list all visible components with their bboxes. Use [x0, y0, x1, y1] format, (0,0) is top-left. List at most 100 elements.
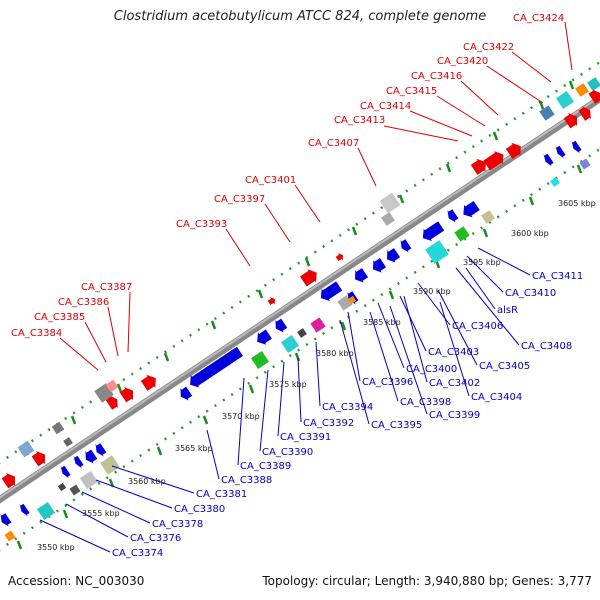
gene-label[interactable]: CA_C3385: [34, 312, 85, 323]
gene-label[interactable]: CA_C3396: [362, 377, 413, 388]
gene-arrow: [373, 258, 387, 273]
gene-arrow: [463, 200, 480, 218]
gene-label[interactable]: CA_C3413: [334, 115, 385, 126]
leader-line: [277, 361, 285, 437]
gene-arrow: [387, 248, 401, 263]
leader-line: [347, 311, 361, 382]
major-tick: [202, 415, 209, 425]
gene-label[interactable]: CA_C3386: [58, 297, 109, 308]
gene-label[interactable]: CA_C3401: [245, 175, 296, 186]
genome-backbone-highlight: [0, 95, 600, 499]
major-tick: [62, 509, 69, 519]
major-tick: [156, 446, 163, 456]
gene-label[interactable]: CA_C3398: [400, 397, 451, 408]
gene-label[interactable]: CA_C3376: [130, 533, 181, 544]
major-tick: [70, 415, 77, 425]
leader-line: [399, 295, 427, 352]
gene-arrow: [257, 329, 272, 345]
gene-arrow: [105, 395, 118, 410]
gene-label[interactable]: CA_C3374: [112, 548, 163, 559]
rna-feature: [280, 334, 300, 354]
leader-line: [403, 295, 428, 383]
gene-label[interactable]: CA_C3416: [411, 71, 462, 82]
leader-line: [225, 228, 251, 267]
leader-line: [511, 51, 552, 83]
rna-feature: [454, 226, 470, 242]
scale-label: 3595 kbp: [463, 258, 501, 267]
gene-label[interactable]: CA_C3378: [152, 519, 203, 530]
gene-label[interactable]: CA_C3389: [240, 461, 291, 472]
gene-label[interactable]: CA_C3397: [214, 194, 265, 205]
gene-arrow: [447, 209, 459, 223]
gene-label[interactable]: CA_C3380: [174, 504, 225, 515]
leader-line: [369, 311, 399, 402]
leader-line: [436, 95, 486, 127]
major-tick: [538, 100, 545, 110]
rna-feature: [100, 455, 120, 475]
gene-label[interactable]: CA_C3390: [262, 447, 313, 458]
gene-label[interactable]: CA_C3404: [471, 392, 522, 403]
gene-arrow: [190, 346, 244, 388]
gene-arrow: [571, 140, 582, 154]
gene-arrow: [31, 451, 45, 467]
scale-labels: 3550 kbp 3555 kbp 3560 kbp 3565 kbp 3570…: [37, 199, 596, 552]
rna-feature: [550, 177, 560, 187]
gene-label[interactable]: CA_C3402: [429, 378, 480, 389]
lower-gene-labels: CA_C3411 CA_C3410 alsR CA_C3408 CA_C3406…: [112, 271, 583, 559]
scale-label: 3550 kbp: [37, 543, 75, 552]
leader-line: [439, 301, 470, 397]
leader-line: [84, 321, 107, 363]
gene-label[interactable]: CA_C3406: [452, 321, 503, 332]
gene-label[interactable]: CA_C3391: [280, 432, 331, 443]
gene-label[interactable]: CA_C3403: [428, 347, 479, 358]
scale-label: 3570 kbp: [222, 412, 260, 421]
major-tick: [257, 289, 264, 299]
gene-label[interactable]: CA_C3384: [11, 328, 62, 339]
gene-label[interactable]: alsR: [497, 305, 518, 316]
gene-arrow: [95, 443, 107, 457]
rna-feature: [381, 212, 395, 226]
gene-arrow: [543, 153, 554, 167]
gene-label[interactable]: CA_C3410: [505, 288, 556, 299]
gene-label[interactable]: CA_C3424: [513, 13, 564, 24]
leader-line: [339, 319, 370, 425]
major-tick: [163, 352, 170, 362]
gene-label[interactable]: CA_C3415: [386, 86, 437, 97]
scale-label: 3560 kbp: [128, 477, 166, 486]
leader-line: [294, 184, 321, 223]
gene-label[interactable]: CA_C3381: [196, 489, 247, 500]
leader-line: [127, 291, 131, 353]
gene-label[interactable]: CA_C3414: [360, 101, 411, 112]
gene-label[interactable]: CA_C3388: [221, 475, 272, 486]
gene-label[interactable]: CA_C3422: [463, 42, 514, 53]
gene-arrow: [60, 465, 71, 479]
gene-label[interactable]: CA_C3420: [437, 56, 488, 67]
gene-label[interactable]: CA_C3395: [371, 420, 422, 431]
gene-label[interactable]: CA_C3400: [406, 364, 457, 375]
gene-label[interactable]: CA_C3399: [429, 410, 480, 421]
rna-feature: [539, 105, 555, 121]
rna-feature: [425, 240, 449, 264]
gene-arrow: [267, 297, 275, 306]
gene-label[interactable]: CA_C3387: [81, 282, 132, 293]
gene-label[interactable]: CA_C3405: [479, 361, 530, 372]
gene-label[interactable]: CA_C3411: [532, 271, 583, 282]
scale-label: 3555 kbp: [82, 509, 120, 518]
upper-gene-labels: CA_C3424 CA_C3422 CA_C3420 CA_C3416 CA_C…: [11, 13, 564, 339]
leader-line: [111, 465, 195, 494]
gene-label[interactable]: CA_C3393: [176, 219, 227, 230]
leader-line: [259, 369, 269, 452]
leader-line: [460, 80, 499, 116]
leader-line: [377, 302, 405, 369]
gene-label[interactable]: CA_C3408: [521, 341, 572, 352]
gene-label[interactable]: CA_C3394: [322, 402, 373, 413]
scale-label: 3590 kbp: [413, 287, 451, 296]
leader-line: [564, 21, 573, 71]
leader-line: [455, 267, 520, 346]
gene-arrow: [355, 268, 369, 283]
rna-feature: [4, 530, 16, 542]
gene-arrow: [483, 151, 504, 171]
gene-label[interactable]: CA_C3392: [303, 418, 354, 429]
gene-label[interactable]: CA_C3407: [308, 138, 359, 149]
gene-arrow: [588, 89, 600, 104]
